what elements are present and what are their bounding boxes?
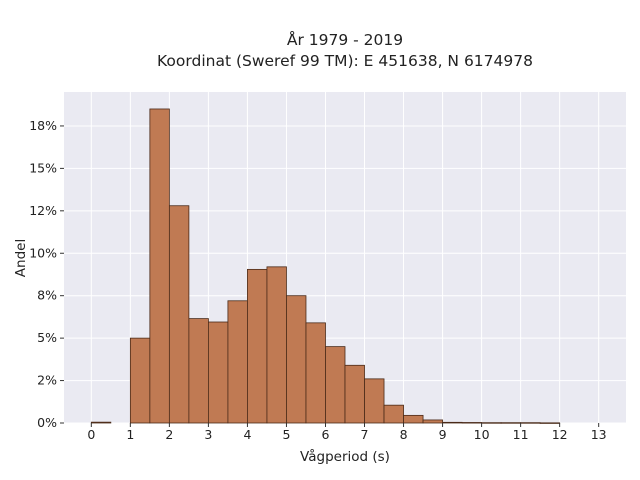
histogram-bar [500,422,522,424]
x-tick-label: 4 [243,427,251,442]
y-tick-label: 12% [29,203,57,218]
histogram-bar [344,364,365,424]
histogram-bar [364,378,385,424]
x-axis-label: Vågperiod (s) [300,448,390,465]
x-tick-label: 7 [361,427,369,442]
chart-title-line-1: År 1979 - 2019 [287,30,403,49]
histogram-bar [442,421,463,424]
histogram-bar [325,346,346,424]
y-tick-label: 2% [37,373,57,388]
y-tick-label: 8% [37,288,57,303]
x-tick-label: 3 [204,427,212,442]
x-tick-label: 2 [165,427,173,442]
histogram-bar [208,321,229,424]
histogram-bar [481,422,502,424]
histogram-bar [403,414,424,424]
histogram-bar [149,108,170,424]
histogram-bar [90,421,112,424]
y-tick-label: 18% [29,118,57,133]
histogram-bar [188,318,209,424]
histogram-bar [286,295,307,424]
histogram-bar [520,422,541,424]
y-tick-label: 10% [29,245,57,260]
histogram-bar [305,322,326,424]
x-tick-label: 6 [322,427,330,442]
x-tick-label: 1 [126,427,134,442]
x-tick-label: 13 [591,427,607,442]
x-tick-label: 10 [474,427,490,442]
y-tick-label: 15% [29,160,57,175]
histogram-bar [422,419,443,424]
histogram-bar [266,266,287,424]
y-tick-label: 0% [37,415,57,430]
y-axis-label: Andel [13,239,29,277]
histogram-bar [247,268,268,424]
histogram-bar [539,422,561,424]
x-tick-label: 0 [87,427,95,442]
x-tick-label: 5 [282,427,290,442]
x-tick-label: 9 [439,427,447,442]
axis-ticks: 0 1 2 3 4 5 6 7 8 9 10 11 12 130%2%5%8%10%12%15%18% [29,118,606,442]
y-tick-label: 5% [37,330,57,345]
histogram-bar [129,337,151,424]
histogram-bar [461,422,482,424]
x-tick-label: 8 [400,427,408,442]
x-tick-label: 11 [513,427,529,442]
chart-title-line-2: Koordinat (Sweref 99 TM): E 451638, N 61… [157,52,533,70]
bars [90,108,561,424]
histogram-bar [383,404,404,424]
histogram-bar [227,300,248,424]
histogram-bar [168,205,190,424]
x-tick-label: 12 [552,427,568,442]
